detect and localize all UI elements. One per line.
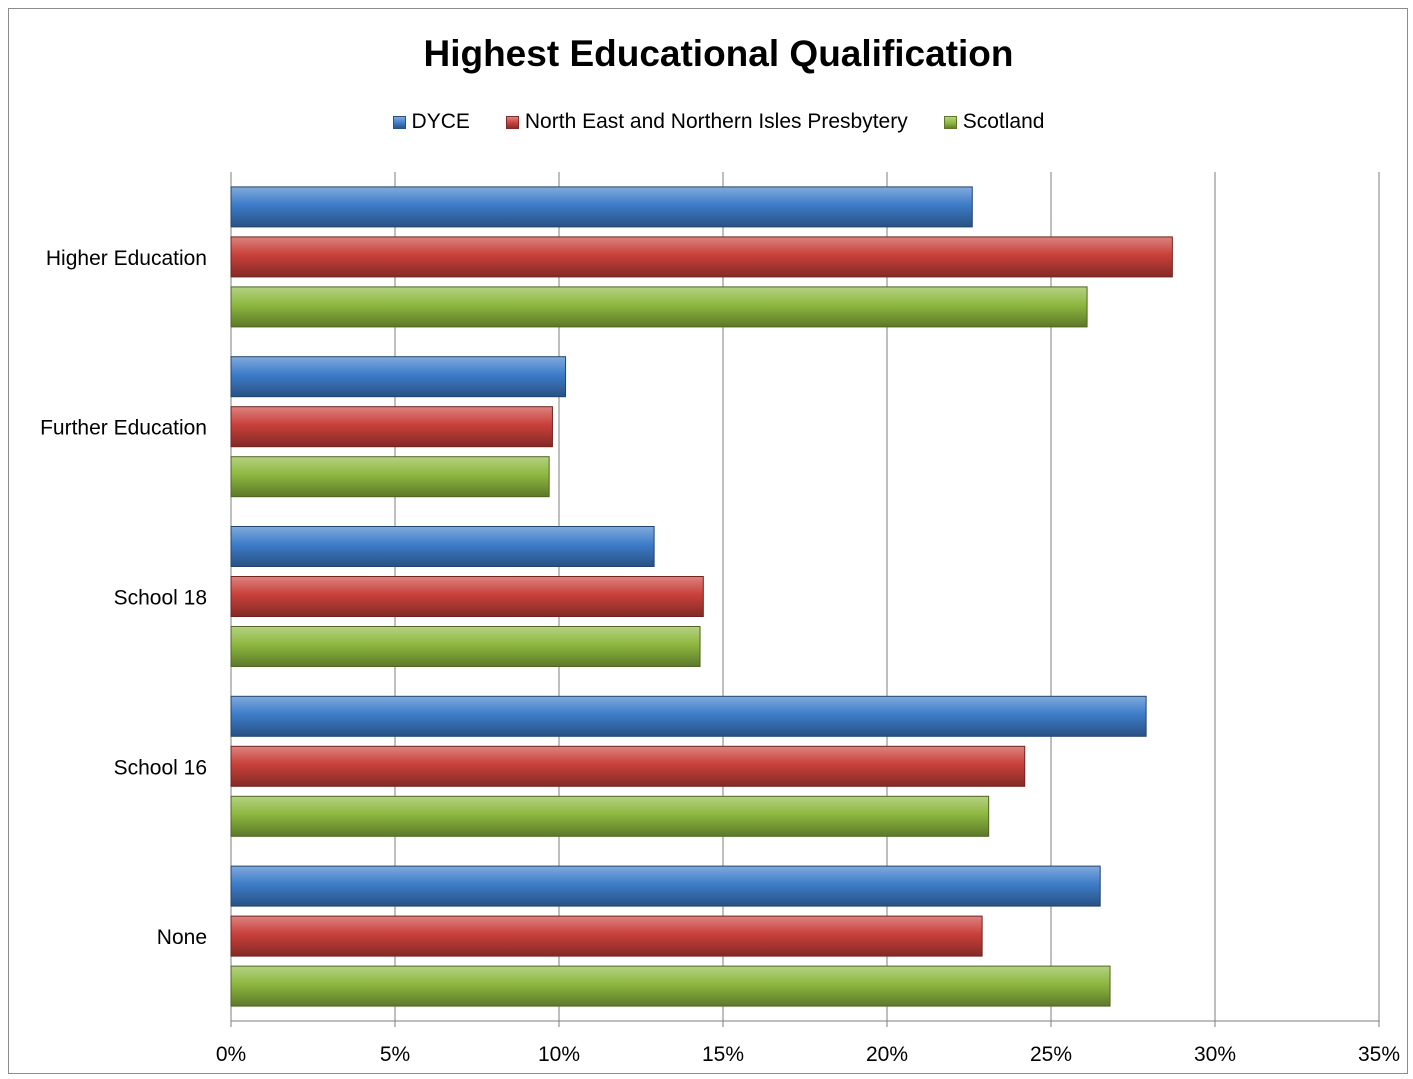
legend-label-dyce: DYCE (411, 110, 470, 133)
x-tick-label: 0% (216, 1043, 246, 1066)
y-category-label: Further Education (40, 417, 207, 440)
x-tick-label: 35% (1358, 1043, 1400, 1066)
y-category-label: School 16 (114, 756, 207, 779)
bar (230, 356, 567, 398)
legend-label-presbytery: North East and Northern Isles Presbytery (524, 110, 908, 133)
bar (230, 406, 553, 448)
bar (230, 695, 1147, 737)
y-category-label: Higher Education (46, 247, 207, 270)
bar (230, 626, 701, 667)
x-tick-label: 5% (380, 1043, 410, 1066)
legend: DYCE North East and Northern Isles Presb… (0, 110, 1413, 134)
legend-swatch-scotland (943, 115, 957, 129)
bar (230, 286, 1088, 328)
bar (230, 795, 990, 837)
bar (230, 576, 704, 617)
bar (230, 965, 1111, 1007)
y-category-label: School 18 (114, 587, 207, 610)
chart-frame (8, 8, 1408, 1074)
bar (230, 745, 1026, 787)
x-tick-label: 30% (1194, 1043, 1236, 1066)
bar (230, 526, 655, 567)
bar (230, 915, 983, 957)
x-tick-label: 20% (866, 1043, 908, 1066)
bar (230, 456, 550, 498)
bar (230, 865, 1101, 907)
bar (230, 186, 973, 228)
legend-swatch-dyce (392, 115, 406, 129)
legend-item-presbytery: North East and Northern Isles Presbytery (505, 110, 908, 134)
x-tick-label: 15% (702, 1043, 744, 1066)
y-category-label: None (157, 926, 207, 949)
x-tick-label: 10% (538, 1043, 580, 1066)
legend-swatch-presbytery (505, 115, 519, 129)
x-tick-label: 25% (1030, 1043, 1072, 1066)
legend-item-dyce: DYCE (392, 110, 470, 134)
legend-item-scotland: Scotland (943, 110, 1045, 134)
bar (230, 236, 1173, 278)
chart-title: Highest Educational Qualification (423, 33, 1014, 74)
legend-label-scotland: Scotland (962, 110, 1045, 133)
